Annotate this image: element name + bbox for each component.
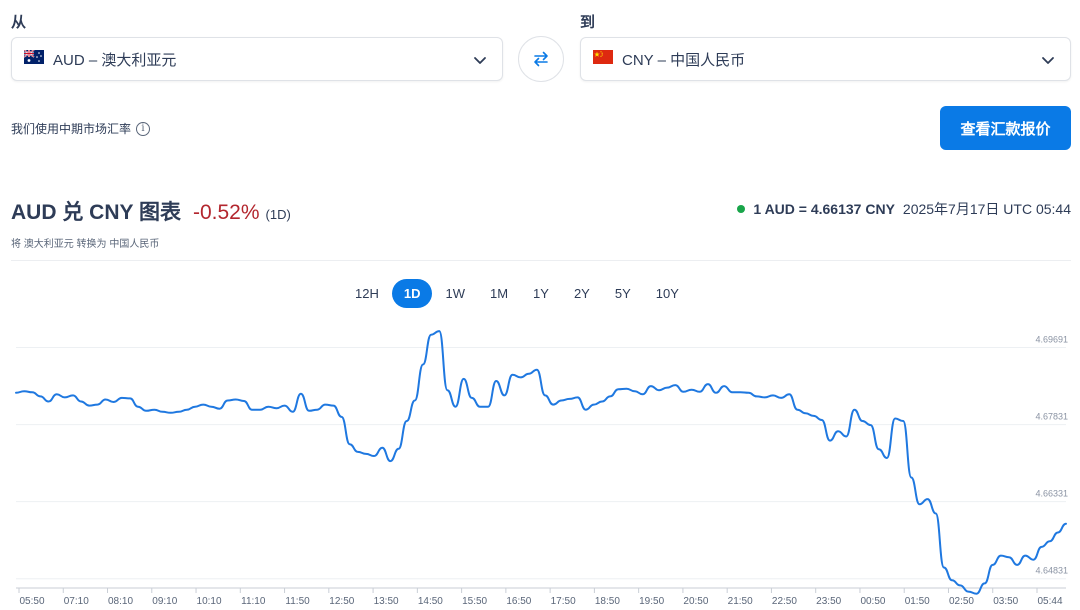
x-tick-label: 15:50	[462, 596, 487, 607]
x-tick-label: 20:50	[683, 596, 708, 607]
chart-title: AUD 兑 CNY 图表	[11, 201, 181, 224]
to-currency-select[interactable]: CNY – 中国人民币	[580, 37, 1071, 81]
australia-flag-icon	[23, 48, 44, 69]
x-tick-label: 08:10	[108, 596, 133, 607]
tab-2y[interactable]: 2Y	[573, 286, 590, 301]
tab-1m[interactable]: 1M	[489, 286, 509, 301]
x-tick-label: 22:50	[772, 596, 797, 607]
x-tick-label: 19:50	[639, 596, 664, 607]
x-tick-label: 01:50	[905, 596, 930, 607]
tab-1d[interactable]: 1D	[391, 279, 433, 308]
x-tick-label: 12:50	[329, 596, 354, 607]
x-tick-label: 02:50	[949, 596, 974, 607]
chevron-down-icon	[474, 57, 486, 64]
view-quote-button[interactable]: 查看汇款报价	[940, 106, 1071, 150]
live-status-icon	[737, 205, 746, 213]
to-label: 到	[580, 14, 596, 31]
x-tick-label: 11:50	[285, 596, 310, 607]
chart-subtitle: 将 澳大利亚元 转换为 中国人民币	[11, 239, 160, 250]
x-tick-label: 10:10	[197, 596, 222, 607]
x-tick-label: 21:50	[728, 596, 753, 607]
x-tick-label: 14:50	[418, 596, 443, 607]
chevron-down-icon	[1042, 57, 1054, 64]
x-tick-label: 03:50	[993, 596, 1018, 607]
y-tick-label: 4.66331	[1035, 489, 1068, 499]
x-tick-label: 09:10	[152, 596, 177, 607]
chart-title-row: AUD 兑 CNY 图表 -0.52% (1D)	[11, 196, 291, 226]
x-tick-label: 07:10	[64, 596, 89, 607]
change-period: (1D)	[265, 207, 291, 222]
x-tick-label: 05:44	[1037, 596, 1062, 607]
tab-1y[interactable]: 1Y	[533, 286, 549, 301]
rate-series-line	[15, 330, 1067, 595]
tab-1w[interactable]: 1W	[445, 286, 465, 301]
from-currency-select[interactable]: AUD – 澳大利亚元	[11, 37, 503, 81]
tab-12h[interactable]: 12H	[355, 286, 379, 301]
rate-timestamp: 2025年7月17日 UTC 05:44	[902, 201, 1071, 217]
x-tick-label: 05:50	[19, 596, 44, 607]
x-tick-label: 00:50	[860, 596, 885, 607]
live-rate: 1 AUD = 4.66137 CNY 2025年7月17日 UTC 05:44	[737, 199, 1071, 219]
x-tick-label: 18:50	[595, 596, 620, 607]
divider	[11, 260, 1071, 261]
x-tick-label: 13:50	[374, 596, 399, 607]
midmarket-note: 我们使用中期市场汇率 i	[11, 120, 151, 137]
swap-arrows-icon	[534, 51, 548, 67]
y-tick-label: 4.69691	[1035, 335, 1068, 345]
midmarket-note-text: 我们使用中期市场汇率	[11, 122, 132, 136]
from-currency-text: AUD – 澳大利亚元	[53, 51, 177, 69]
tab-10y[interactable]: 10Y	[655, 286, 679, 301]
y-tick-label: 4.67831	[1035, 412, 1068, 422]
from-label: 从	[11, 14, 27, 31]
rate-value: 1 AUD = 4.66137 CNY	[753, 201, 895, 217]
x-tick-label: 16:50	[506, 596, 531, 607]
y-tick-label: 4.64831	[1035, 566, 1068, 576]
rate-line-chart[interactable]: 4.69691 4.67831 4.66331 4.64831 05:50 07:10 08…	[0, 320, 1080, 610]
change-percent: -0.52%	[192, 201, 260, 224]
info-icon[interactable]: i	[136, 121, 151, 136]
tab-5y[interactable]: 5Y	[614, 286, 631, 301]
x-tick-label: 23:50	[816, 596, 841, 607]
x-tick-label: 11:10	[241, 596, 266, 607]
period-tabs: 12H 1D 1W 1M 1Y 2Y 5Y 10Y	[343, 279, 692, 308]
to-currency-text: CNY – 中国人民币	[622, 51, 746, 69]
x-tick-label: 17:50	[551, 596, 576, 607]
swap-currencies-button[interactable]	[518, 36, 564, 82]
china-flag-icon	[593, 49, 613, 69]
